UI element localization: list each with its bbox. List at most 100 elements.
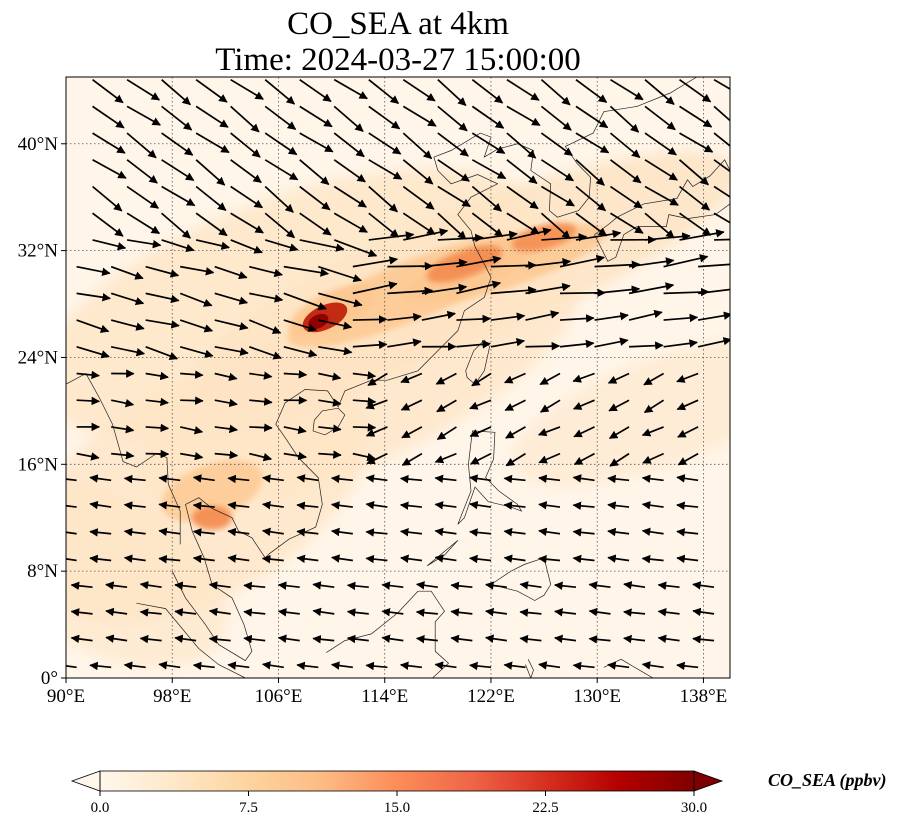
wind-arrow	[161, 212, 191, 239]
map-frame	[65, 76, 731, 679]
wind-arrow	[126, 239, 162, 249]
wind-arrow	[469, 500, 492, 510]
wind-arrow	[663, 254, 709, 268]
wind-arrow	[575, 159, 605, 186]
wind-arrow	[89, 474, 112, 483]
wind-arrow	[538, 527, 561, 537]
wind-arrow	[264, 79, 296, 105]
wind-arrow	[365, 500, 388, 510]
wind-arrow	[111, 425, 135, 434]
wind-arrow	[402, 132, 433, 160]
wind-arrow	[490, 261, 537, 270]
wind-arrow	[437, 185, 471, 208]
wind-arrow	[628, 309, 663, 321]
wind-arrow	[538, 661, 561, 670]
colorbar-tick-label: 22.5	[532, 800, 558, 816]
wind-arrow	[678, 159, 709, 186]
wind-arrow	[642, 452, 664, 464]
wind-arrow	[609, 452, 630, 467]
wind-arrow	[573, 452, 595, 466]
wind-arrow	[318, 319, 353, 330]
wind-arrow	[214, 319, 249, 331]
wind-arrow	[92, 212, 124, 237]
wind-arrow	[299, 185, 331, 211]
wind-arrow	[575, 105, 609, 129]
wind-arrow	[469, 528, 492, 537]
wind-arrow	[227, 501, 250, 510]
wind-arrow	[692, 581, 715, 590]
wind-arrow	[506, 78, 540, 101]
wind-arrow	[283, 425, 307, 435]
wind-arrow	[538, 474, 561, 484]
wind-arrow	[352, 281, 398, 295]
wind-arrow	[503, 661, 526, 670]
wind-arrow	[214, 345, 249, 356]
wind-arrow	[333, 212, 368, 233]
co-plume	[192, 505, 232, 530]
wind-arrow	[366, 452, 388, 465]
wind-arrow	[421, 258, 468, 268]
lat-tick-label: 16°N	[18, 454, 59, 475]
wind-arrow	[318, 345, 353, 356]
wind-arrow	[540, 212, 571, 240]
wind-arrow	[333, 78, 368, 100]
wind-arrow	[469, 554, 492, 564]
wind-arrow	[296, 661, 319, 671]
wind-arrow	[663, 339, 698, 348]
wind-arrow	[352, 371, 377, 380]
wind-arrow	[623, 608, 646, 617]
wind-arrow	[540, 159, 574, 182]
wind-arrow	[230, 239, 263, 254]
wind-arrow	[139, 581, 162, 590]
wind-arrow	[485, 607, 508, 617]
wind-arrow	[608, 426, 630, 440]
wind-arrow	[333, 239, 378, 258]
wind-arrow	[76, 370, 100, 380]
colorbar-tick-label: 7.5	[239, 800, 258, 816]
wind-arrow	[145, 319, 180, 329]
wind-arrow	[195, 105, 229, 128]
wind-arrow	[195, 159, 226, 186]
lat-tick-label: 32°N	[18, 241, 59, 262]
wind-arrow	[76, 345, 110, 359]
wind-arrow	[92, 239, 127, 251]
wind-arrow	[679, 229, 725, 241]
wind-arrow	[525, 310, 560, 321]
wind-arrow	[283, 265, 330, 277]
wind-arrow	[76, 396, 101, 406]
wind-arrow	[330, 501, 353, 510]
wind-arrow	[400, 399, 423, 411]
wind-arrow	[248, 319, 282, 334]
wind-arrow	[76, 265, 111, 276]
wind-arrow	[506, 105, 541, 127]
wind-arrow	[296, 528, 319, 537]
wind-arrow	[434, 661, 457, 670]
wind-arrow	[607, 554, 630, 563]
wind-arrow	[331, 554, 353, 563]
wind-arrow	[145, 397, 169, 407]
wind-arrow	[554, 608, 577, 617]
wind-arrow	[346, 608, 369, 617]
wind-arrow	[195, 185, 227, 211]
wind-arrow	[110, 265, 144, 280]
wind-arrow	[92, 185, 123, 212]
wind-arrow	[139, 634, 162, 644]
lon-tick-label: 114°E	[361, 686, 408, 707]
wind-arrow	[174, 634, 197, 644]
wind-arrow	[505, 452, 526, 467]
wind-arrow	[572, 474, 595, 483]
wind-arrow	[333, 159, 366, 183]
wind-arrow	[713, 159, 730, 173]
wind-arrow	[208, 607, 231, 617]
wind-arrow	[525, 257, 572, 268]
coastline	[171, 77, 697, 662]
wind-arrow	[352, 256, 399, 268]
wind-arrow	[469, 661, 492, 671]
latitude-axis: 0° 8°N 16°N 24°N 32°N 40°N	[18, 134, 66, 689]
wind-arrow	[539, 372, 561, 386]
wind-arrow	[70, 634, 93, 644]
wind-arrow	[92, 78, 124, 104]
wind-arrow	[161, 239, 195, 253]
wind-arrow	[174, 608, 197, 617]
